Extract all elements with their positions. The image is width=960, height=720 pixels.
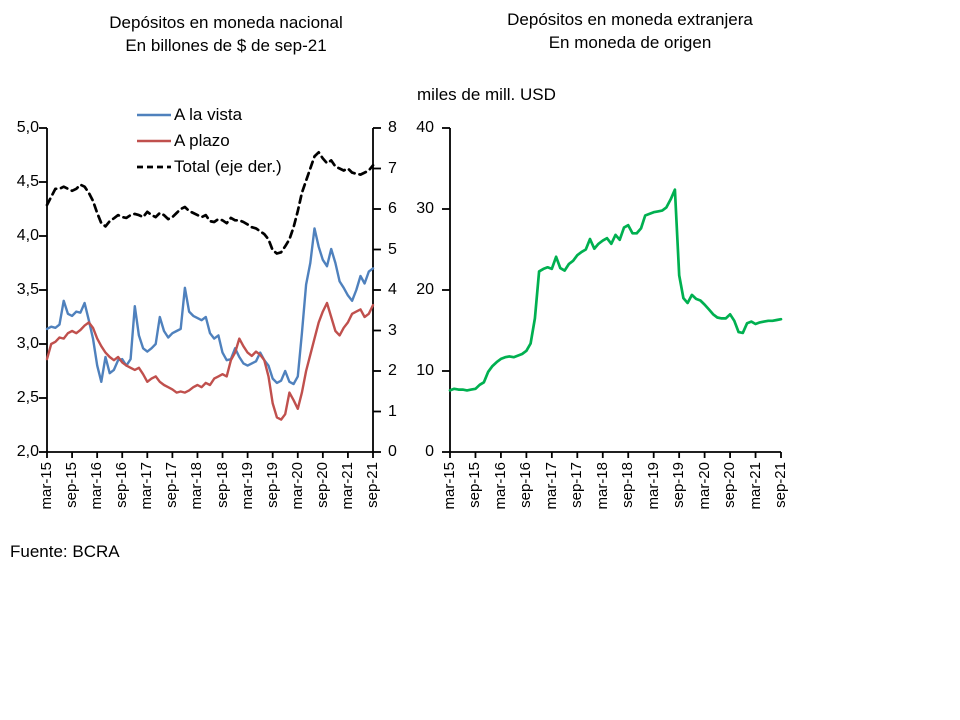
right-chart-y-label: 40 bbox=[416, 119, 434, 136]
right-chart-title-line1: Depósitos en moneda extranjera bbox=[507, 10, 753, 29]
right-chart-x-label: mar-21 bbox=[746, 462, 764, 510]
left-chart-x-label: mar-15 bbox=[38, 462, 55, 510]
left-chart-right-label: 7 bbox=[388, 159, 397, 177]
right-chart-x-label: sep-16 bbox=[517, 462, 535, 508]
right-chart-x-label: mar-19 bbox=[644, 462, 662, 510]
series-line-total-eje-der- bbox=[45, 150, 375, 255]
source-note: Fuente: BCRA bbox=[10, 542, 120, 561]
left-chart-x-label: mar-19 bbox=[238, 462, 256, 510]
left-chart-y-label: 4,5 bbox=[16, 173, 39, 190]
left-chart-x-label: sep-21 bbox=[364, 462, 381, 508]
right-chart-x-label: mar-18 bbox=[593, 462, 611, 510]
left-chart-x-label: sep-17 bbox=[163, 462, 181, 508]
left-chart-title-line2: En billones de $ de sep-21 bbox=[125, 36, 327, 55]
left-chart-legend: A la vista A plazo Total (eje der.) bbox=[136, 102, 282, 180]
left-chart-right-label: 2 bbox=[388, 362, 397, 379]
left-chart-right-label: 4 bbox=[388, 281, 397, 298]
left-chart-y-label: 2,0 bbox=[16, 443, 39, 460]
legend-item-a-la-vista: A la vista bbox=[136, 102, 282, 128]
left-chart-x-label: mar-21 bbox=[338, 462, 356, 510]
left-chart-right-label: 6 bbox=[388, 200, 397, 217]
right-chart-x-label: sep-21 bbox=[772, 462, 789, 508]
legend-line-sample-dashed bbox=[137, 165, 171, 169]
left-chart-right-label: 8 bbox=[388, 119, 397, 136]
legend-label-a-plazo: A plazo bbox=[174, 131, 230, 150]
left-chart-right-label: 1 bbox=[388, 402, 397, 420]
left-chart-y-label: 3,0 bbox=[16, 335, 39, 352]
left-chart-title: Depósitos en moneda nacional En billones… bbox=[66, 11, 386, 57]
left-chart-y-label: 5,0 bbox=[16, 119, 39, 136]
right-chart-x-label: mar-16 bbox=[491, 462, 509, 510]
right-chart-x-label: mar-20 bbox=[695, 462, 713, 510]
series-line-a-la-vista bbox=[45, 227, 375, 386]
left-chart-x-label: mar-16 bbox=[88, 462, 106, 510]
left-chart-y-label: 3,5 bbox=[16, 281, 39, 298]
right-chart-x-label: sep-19 bbox=[670, 462, 688, 508]
right-chart-x-label: sep-18 bbox=[619, 462, 637, 508]
right-chart-y-label: 0 bbox=[425, 443, 434, 460]
series-line-a-plazo bbox=[45, 301, 375, 421]
right-chart-y-label: 30 bbox=[416, 200, 434, 217]
right-chart-y-label: 20 bbox=[416, 281, 434, 298]
legend-label-a-la-vista: A la vista bbox=[174, 105, 243, 124]
right-chart-x-label: mar-17 bbox=[542, 462, 560, 510]
right-chart-unit-label: miles de mill. USD bbox=[417, 85, 556, 104]
left-chart-x-label: sep-16 bbox=[113, 462, 131, 508]
left-chart-x-label: sep-19 bbox=[263, 462, 281, 508]
right-chart-x-label: sep-17 bbox=[568, 462, 586, 508]
legend-line-sample-red bbox=[137, 139, 171, 143]
left-chart-x-label: sep-15 bbox=[63, 462, 81, 508]
left-chart-right-label: 5 bbox=[388, 240, 397, 258]
legend-item-a-plazo: A plazo bbox=[136, 128, 282, 154]
legend-line-sample-blue bbox=[137, 113, 171, 117]
left-chart-y-label: 4,0 bbox=[16, 227, 39, 244]
left-chart-right-label: 0 bbox=[388, 443, 397, 460]
right-chart-x-label: sep-20 bbox=[721, 462, 739, 508]
series-line-dep-sitos-en-moneda-extranjera bbox=[448, 188, 783, 392]
right-chart-title-line2: En moneda de origen bbox=[548, 33, 712, 52]
right-chart-title: Depósitos en moneda extranjera En moneda… bbox=[460, 8, 800, 54]
left-chart-x-label: mar-18 bbox=[188, 462, 206, 510]
left-chart-x-label: sep-20 bbox=[313, 462, 331, 508]
legend-label-total: Total (eje der.) bbox=[174, 157, 282, 176]
left-chart-right-label: 3 bbox=[388, 321, 397, 339]
left-chart-x-label: sep-18 bbox=[213, 462, 231, 508]
legend-item-total: Total (eje der.) bbox=[136, 154, 282, 180]
right-chart-y-label: 10 bbox=[416, 362, 434, 379]
right-chart-x-label: mar-15 bbox=[441, 462, 458, 510]
left-chart-title-line1: Depósitos en moneda nacional bbox=[109, 13, 343, 32]
left-chart-y-label: 2,5 bbox=[16, 389, 39, 406]
right-chart-x-label: sep-15 bbox=[466, 462, 484, 508]
left-chart-x-label: mar-17 bbox=[138, 462, 156, 510]
left-chart-x-label: mar-20 bbox=[288, 462, 306, 510]
